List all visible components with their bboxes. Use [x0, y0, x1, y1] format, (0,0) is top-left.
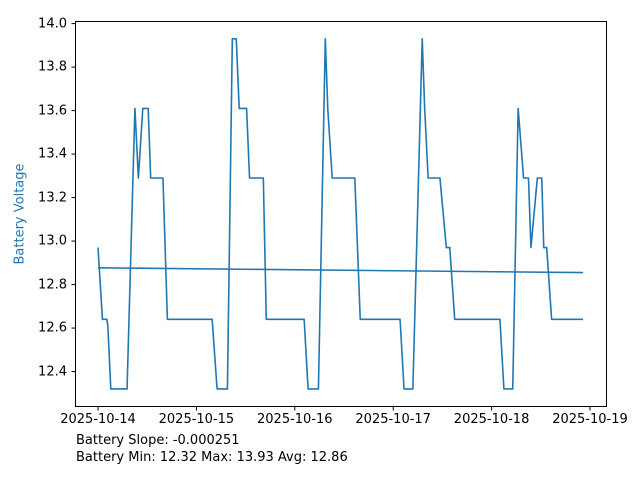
series-lines — [97, 38, 584, 390]
y-tick-label: 13.8 — [38, 59, 67, 75]
slope-annotation: Battery Slope: -0.000251 — [76, 433, 240, 448]
x-tick-label: 2025-10-19 — [552, 412, 628, 427]
y-tick-label: 13.0 — [38, 233, 67, 249]
y-tick-label: 12.4 — [38, 364, 67, 380]
y-tick-label: 13.4 — [38, 146, 67, 162]
stats-annotation: Battery Min: 12.32 Max: 13.93 Avg: 12.86 — [76, 450, 348, 465]
annotation-block: Battery Slope: -0.000251 Battery Min: 12… — [76, 432, 348, 466]
y-tick-label: 12.6 — [38, 320, 67, 336]
x-tick-label: 2025-10-17 — [355, 412, 431, 427]
x-tick-label: 2025-10-16 — [257, 412, 333, 427]
x-tick-label: 2025-10-15 — [158, 412, 235, 427]
y-tick-label: 13.6 — [38, 103, 67, 119]
plot-frame — [75, 21, 607, 407]
x-tick-label: 2025-10-18 — [453, 412, 530, 427]
battery-voltage-line — [97, 38, 584, 390]
x-tick-label: 2025-10-14 — [60, 412, 136, 427]
trend-line-line — [98, 267, 584, 274]
y-axis-label: Battery Voltage — [12, 163, 28, 265]
y-tick-label: 14.0 — [38, 16, 67, 32]
y-tick-label: 13.2 — [38, 190, 67, 206]
y-tick-label: 12.8 — [38, 277, 67, 293]
axes-frame — [75, 21, 607, 407]
tick-marks — [71, 23, 591, 411]
